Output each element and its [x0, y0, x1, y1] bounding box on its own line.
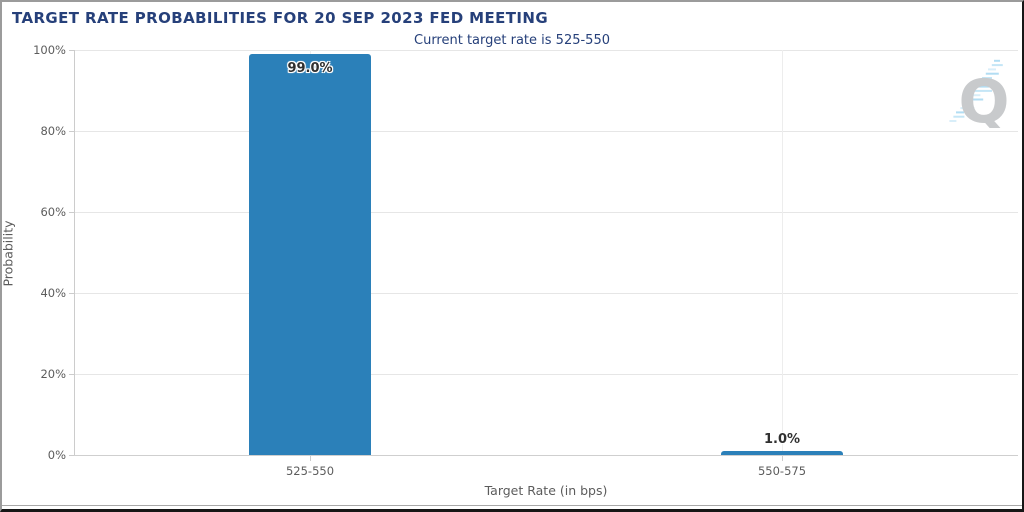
chart-title: TARGET RATE PROBABILITIES FOR 20 SEP 202…	[12, 9, 549, 27]
y-axis-title: Probability	[0, 220, 16, 287]
footer-divider	[2, 505, 1022, 506]
y-tick-mark	[69, 293, 74, 294]
logo-speed-dashes	[949, 59, 1003, 122]
probability-bar	[249, 54, 371, 455]
y-gridline	[74, 212, 1018, 213]
y-tick-mark	[69, 374, 74, 375]
x-tick-mark	[782, 456, 783, 461]
y-tick-label: 20%	[40, 367, 66, 381]
y-tick-label: 80%	[40, 124, 66, 138]
chart-subtitle: Current target rate is 525-550	[414, 33, 610, 48]
x-tick-label: 525-550	[285, 464, 335, 478]
logo-q-letter: Q	[958, 67, 1009, 128]
quikstrike-q-logo-icon: Q	[949, 59, 1010, 128]
probability-bar	[721, 451, 843, 455]
y-tick-label: 60%	[40, 205, 66, 219]
bar-value-label: 1.0%	[763, 432, 801, 447]
y-tick-mark	[69, 455, 74, 456]
y-gridline	[74, 455, 1018, 456]
x-axis-title: Target Rate (in bps)	[484, 483, 608, 498]
y-tick-label: 40%	[40, 286, 66, 300]
y-axis-line	[74, 50, 75, 455]
y-tick-mark	[69, 131, 74, 132]
category-gridline	[782, 50, 783, 455]
y-gridline	[74, 293, 1018, 294]
y-tick-mark	[69, 212, 74, 213]
x-tick-mark	[310, 456, 311, 461]
y-gridline	[74, 50, 1018, 51]
y-tick-label: 100%	[33, 43, 66, 57]
y-gridline	[74, 131, 1018, 132]
bar-value-label: 99.0%	[287, 61, 333, 76]
y-gridline	[74, 374, 1018, 375]
x-tick-label: 550-575	[757, 464, 807, 478]
y-tick-mark	[69, 50, 74, 51]
y-tick-label: 0%	[47, 448, 66, 462]
